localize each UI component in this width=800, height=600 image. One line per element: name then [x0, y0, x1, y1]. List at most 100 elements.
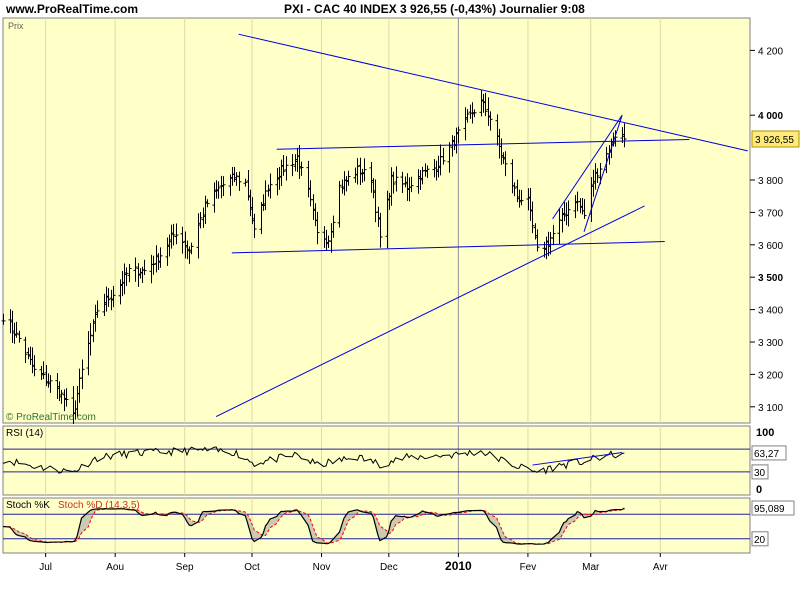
- price-bar: [180, 226, 185, 254]
- price-bar: [95, 300, 100, 318]
- x-tick-label: Nov: [313, 562, 331, 573]
- price-bar: [281, 155, 286, 176]
- rsi-trendline: [532, 452, 623, 466]
- x-tick-label: Oct: [244, 562, 260, 573]
- price-bar: [595, 168, 600, 183]
- chart-title: PXI - CAC 40 INDEX 3 926,55 (-0,43%) Jou…: [284, 2, 585, 16]
- price-bar: [456, 126, 461, 144]
- x-tick-label: Mar: [582, 562, 600, 573]
- price-bar: [326, 235, 331, 249]
- x-tick-label: 2010: [445, 559, 472, 573]
- last-price-label: 3 926,55: [755, 135, 794, 146]
- price-bar: [355, 158, 360, 185]
- x-tick-label: Sep: [176, 562, 194, 573]
- price-bar: [124, 267, 129, 287]
- price-bar: [64, 388, 69, 407]
- price-bar: [566, 200, 571, 227]
- price-bar: [362, 158, 367, 182]
- price-bar: [17, 330, 22, 343]
- price-bar: [315, 211, 320, 245]
- price-bar: [237, 171, 242, 191]
- price-bar: [32, 355, 37, 377]
- price-bar: [234, 172, 239, 186]
- price-bar: [465, 109, 470, 123]
- rsi-level-label: 30: [754, 468, 766, 479]
- stoch-level-label: 20: [754, 535, 766, 546]
- price-bar: [41, 361, 46, 380]
- price-bar: [243, 178, 248, 187]
- site-url[interactable]: www.ProRealTime.com: [6, 2, 139, 16]
- price-bar: [80, 359, 85, 390]
- x-axis: Jul Aou Sep Oct Nov Dec 2010 Fev Mar Avr: [39, 553, 668, 573]
- y-tick-label: 3 200: [758, 370, 783, 381]
- y-tick-label: 3 500: [758, 273, 783, 284]
- rsi-line: [2, 446, 625, 475]
- stoch-d-label: Stoch %D (14,3,5): [58, 500, 140, 511]
- price-bar: [268, 173, 273, 199]
- rsi-y-axis: 100 0 30 63,27: [751, 427, 787, 496]
- price-bar: [189, 242, 194, 255]
- price-bar: [127, 264, 132, 283]
- price-bar: [1, 313, 6, 325]
- price-bar: [142, 259, 147, 276]
- price-bar: [488, 111, 493, 131]
- price-bar: [441, 147, 446, 165]
- y-tick-label: 4 000: [758, 111, 783, 122]
- price-bar: [535, 229, 540, 252]
- trendline-1: [238, 33, 748, 152]
- price-bar: [111, 285, 116, 308]
- price-bar: [613, 130, 618, 147]
- price-panel[interactable]: [2, 17, 751, 424]
- trendline-4: [215, 205, 645, 417]
- x-tick-label: Aou: [106, 562, 124, 573]
- rsi-panel[interactable]: [2, 425, 751, 496]
- rsi-panel-label: RSI (14): [6, 428, 43, 439]
- price-y-axis: 3 100 3 200 3 300 3 400 3 500 3 600 3 700 3 800…: [750, 46, 800, 414]
- price-bar: [205, 199, 210, 208]
- stoch-level-tag: [751, 531, 769, 547]
- price-bar: [346, 170, 351, 186]
- rsi-value-label: 63,27: [754, 449, 779, 460]
- price-bar: [425, 165, 430, 178]
- price-bar: [290, 154, 295, 177]
- x-tick-label: Jul: [39, 562, 52, 573]
- rsi-y-tick-label: 100: [756, 427, 774, 439]
- stoch-value-tag: [751, 500, 795, 516]
- trendline-5: [552, 114, 623, 220]
- y-tick-label: 3 800: [758, 176, 783, 187]
- y-tick-label: 3 400: [758, 306, 783, 317]
- y-tick-label: 3 600: [758, 241, 783, 252]
- x-tick-label: Avr: [653, 562, 668, 573]
- x-tick-label: Fev: [520, 562, 537, 573]
- price-bar: [551, 224, 556, 246]
- price-bar: [48, 375, 53, 393]
- price-bar: [216, 181, 221, 199]
- y-tick-label: 3 100: [758, 403, 783, 414]
- price-bar: [391, 171, 396, 194]
- price-bar: [337, 180, 342, 228]
- y-tick-label: 3 300: [758, 338, 783, 349]
- stoch-k-label: Stoch %K: [6, 500, 50, 511]
- price-bar: [378, 212, 383, 248]
- y-tick-label: 4 200: [758, 46, 783, 57]
- price-bar: [447, 142, 452, 173]
- trendline-6: [583, 115, 623, 232]
- price-bar: [106, 288, 111, 307]
- price-bar: [171, 223, 176, 246]
- stoch-value-label: 95,089: [754, 504, 785, 515]
- price-bar: [158, 247, 163, 268]
- price-bar: [530, 201, 535, 234]
- rsi-value-tag: [751, 445, 787, 461]
- y-tick-label: 3 700: [758, 208, 783, 219]
- price-bar: [299, 161, 304, 176]
- price-bar: [88, 323, 93, 356]
- price-bar: [512, 182, 517, 197]
- price-bar: [503, 151, 508, 177]
- last-price-tag: [751, 130, 800, 148]
- price-bar: [409, 176, 414, 193]
- price-bar: [198, 212, 203, 229]
- price-bar: [519, 189, 524, 206]
- header: www.ProRealTime.com PXI - CAC 40 INDEX 3…: [0, 0, 800, 18]
- price-bar: [483, 92, 488, 116]
